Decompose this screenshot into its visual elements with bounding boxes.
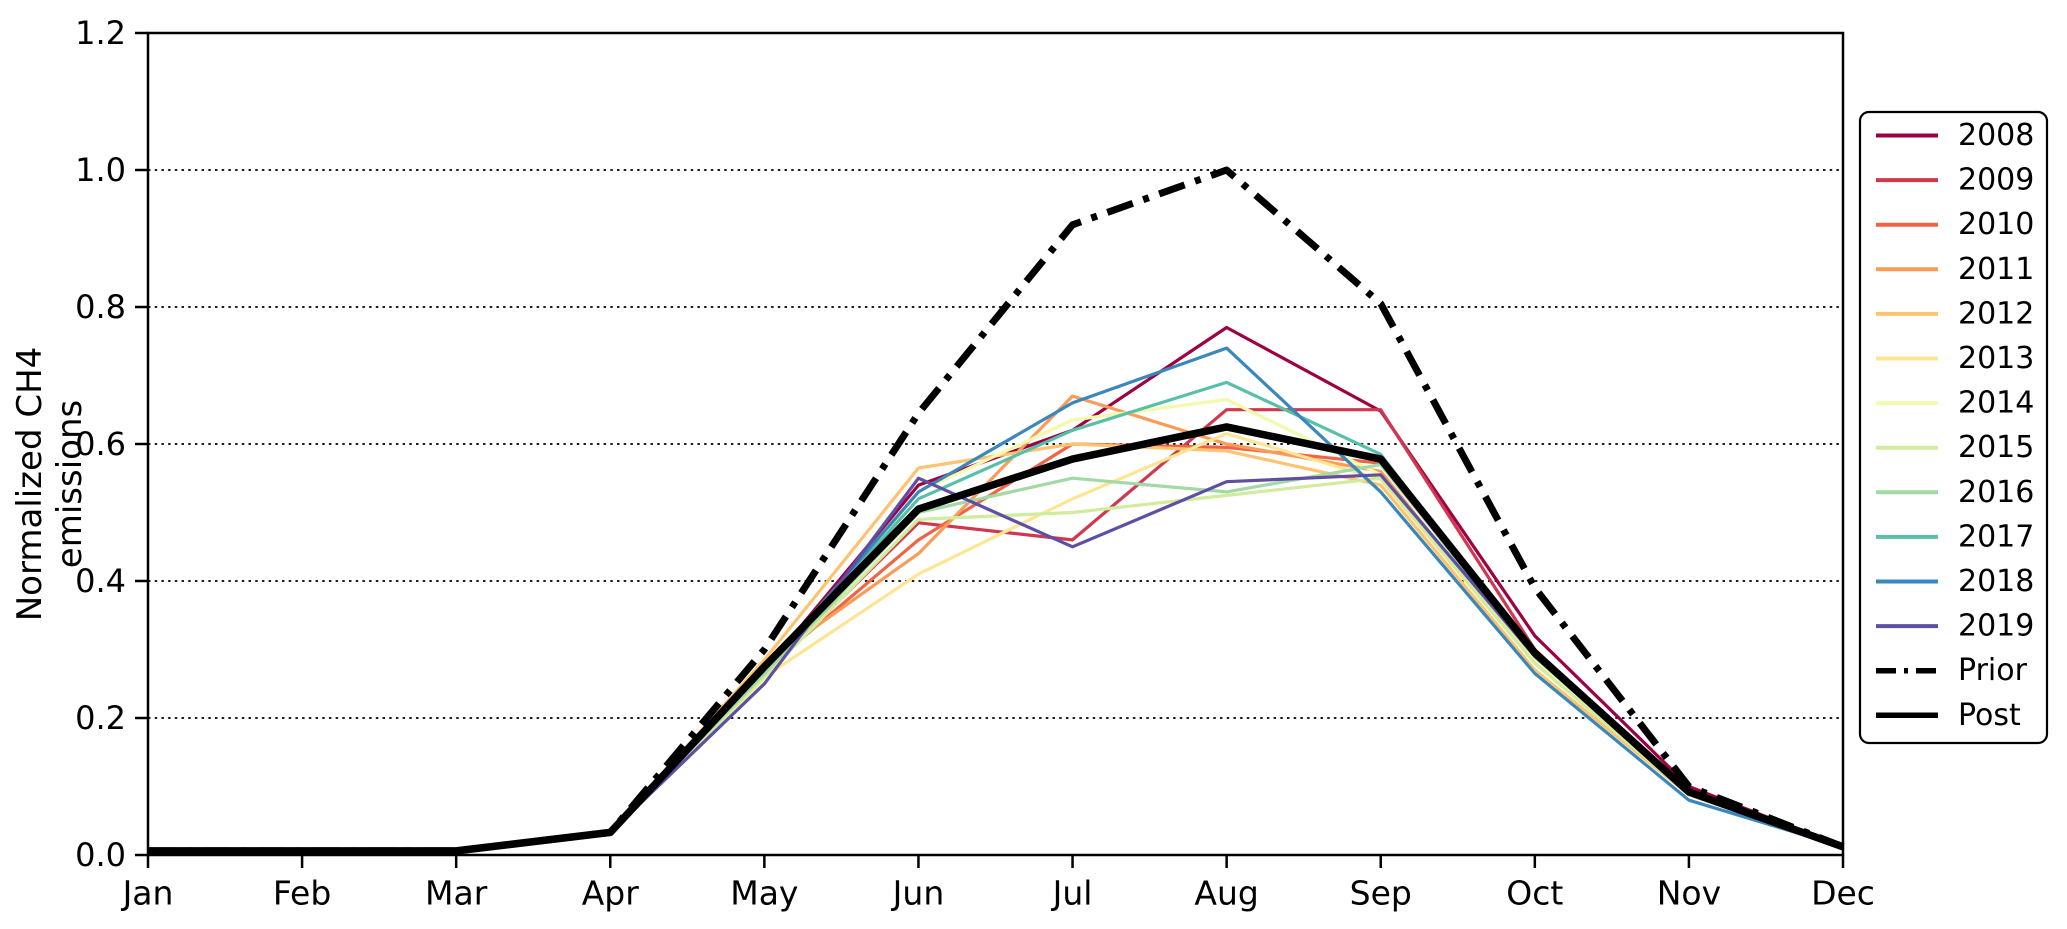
legend-label-2009: 2009 bbox=[1958, 163, 2034, 198]
x-tick-label-Jan: Jan bbox=[121, 874, 174, 913]
series-line-2008 bbox=[148, 325, 1844, 853]
y-tick-label-0.4: 0.4 bbox=[75, 562, 126, 600]
legend-label-2008: 2008 bbox=[1958, 118, 2034, 153]
series-line-post bbox=[148, 423, 1845, 855]
x-tick-label-Jun: Jun bbox=[891, 874, 945, 913]
legend-label-2017: 2017 bbox=[1958, 519, 2034, 554]
legend: 2008 2009 2010 2011 2012 2013 2014 2015 2016 2017… bbox=[1858, 110, 2049, 745]
plot-area bbox=[148, 166, 1845, 855]
x-tick-label-Nov: Nov bbox=[1657, 874, 1721, 913]
legend-label-2019: 2019 bbox=[1958, 609, 2034, 644]
x-tick-label-Feb: Feb bbox=[273, 874, 331, 913]
series-line-2018 bbox=[148, 346, 1844, 853]
legend-label-2016: 2016 bbox=[1958, 475, 2034, 510]
y-axis: 0.0 0.2 0.4 0.6 0.8 1.0 1.2 bbox=[75, 14, 148, 874]
y-tick-label-0.6: 0.6 bbox=[75, 425, 126, 463]
y-tick-label-1: 1.0 bbox=[75, 151, 126, 189]
series-line-2016 bbox=[148, 463, 1844, 853]
gridlines bbox=[148, 32, 1843, 719]
y-tick-label-0.8: 0.8 bbox=[75, 288, 126, 326]
x-tick-label-Mar: Mar bbox=[425, 874, 488, 913]
series-line-2014 bbox=[148, 397, 1844, 853]
legend-label-2015: 2015 bbox=[1958, 430, 2034, 465]
legend-label-2011: 2011 bbox=[1958, 252, 2034, 287]
legend-label-2012: 2012 bbox=[1958, 296, 2034, 331]
series-line-2012 bbox=[148, 442, 1844, 853]
y-tick-label-0: 0.0 bbox=[75, 836, 126, 874]
x-tick-label-May: May bbox=[730, 874, 798, 913]
legend-label-2018: 2018 bbox=[1958, 564, 2034, 599]
x-tick-label-Oct: Oct bbox=[1506, 874, 1563, 913]
legend-label-prior: Prior bbox=[1958, 653, 2028, 688]
x-tick-label-Aug: Aug bbox=[1194, 874, 1258, 913]
legend-label-2013: 2013 bbox=[1958, 341, 2034, 376]
x-tick-label-Sep: Sep bbox=[1350, 874, 1412, 913]
series-line-2015 bbox=[148, 476, 1844, 853]
x-tick-label-Dec: Dec bbox=[1811, 874, 1875, 913]
x-axis: Jan Feb Mar Apr May Jun Jul Aug Sep Oct Nov Dec bbox=[121, 855, 1875, 913]
y-axis-label: Normalized CH4 emissions bbox=[10, 346, 90, 622]
y-tick-label-1.2: 1.2 bbox=[75, 14, 126, 52]
legend-label-2010: 2010 bbox=[1958, 207, 2034, 242]
x-tick-label-Apr: Apr bbox=[582, 874, 640, 913]
legend-label-post: Post bbox=[1958, 698, 2021, 733]
legend-label-2014: 2014 bbox=[1958, 386, 2034, 421]
series-line-2010 bbox=[148, 442, 1844, 853]
series-line-2017 bbox=[148, 380, 1844, 853]
series-line-prior bbox=[148, 166, 1845, 855]
y-tick-label-0.2: 0.2 bbox=[75, 699, 126, 737]
x-tick-label-Jul: Jul bbox=[1051, 874, 1093, 913]
